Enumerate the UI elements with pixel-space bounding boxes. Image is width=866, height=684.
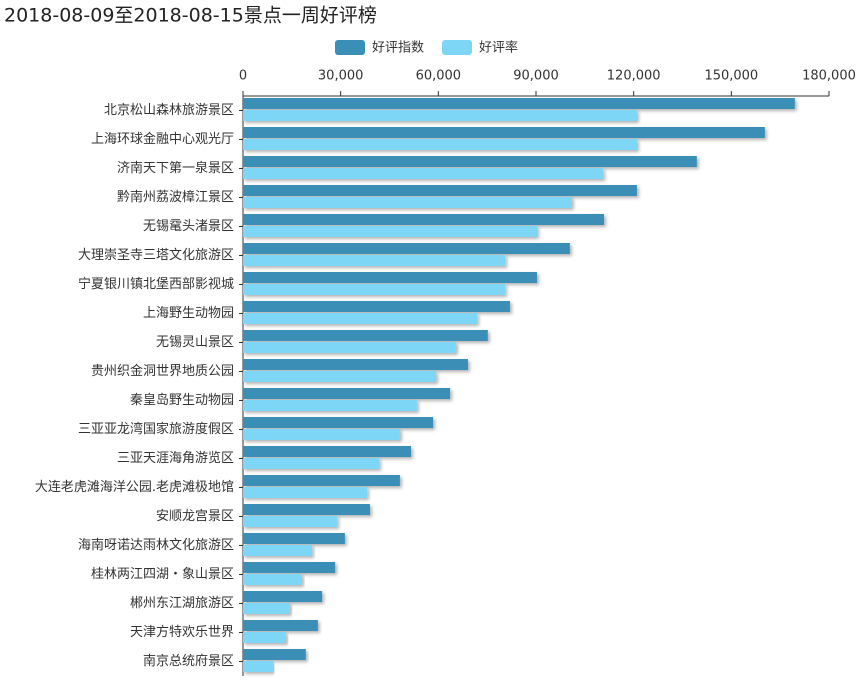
bar [243,214,605,225]
y-tick-label: 济南天下第一泉景区 [117,160,234,176]
y-tick-label: 桂林两江四湖・象山景区 [91,567,234,582]
bar [243,255,506,266]
bar [243,487,368,498]
x-tick-label: 30,000 [318,69,364,84]
bar [243,632,286,643]
y-tick-label: 郴州东江湖旅游区 [130,596,234,611]
bar [243,127,765,138]
y-tick-label: 贵州织金洞世界地质公园 [91,363,234,379]
bar [243,533,345,544]
y-tick-label: 上海环球金融中心观光厅 [91,131,234,147]
bar [243,359,468,370]
bar [243,371,437,382]
bar [243,168,604,179]
bar [243,620,318,631]
bar [243,603,290,614]
y-tick-label: 海南呀诺达雨林文化旅游区 [78,537,234,553]
bar [243,226,537,237]
x-tick-label: 150,000 [704,69,758,84]
bar [243,330,488,341]
bar [243,185,637,196]
x-tick-label: 120,000 [607,69,661,84]
y-tick-label: 三亚亚龙湾国家旅游度假区 [78,421,234,437]
bar [243,545,313,556]
bar [243,197,572,208]
bar [243,272,537,283]
y-tick-label: 北京松山森林旅游景区 [104,103,234,118]
bar [243,156,697,167]
bar [243,475,400,486]
y-tick-label: 黔南州荔波樟江景区 [117,189,234,205]
bar [243,446,411,457]
x-tick-label: 90,000 [513,69,559,84]
bar [243,400,417,411]
y-tick-label: 南京总统府景区 [143,653,234,669]
bar [243,417,434,428]
bar [243,562,336,573]
bar [243,504,370,515]
bar [243,110,637,121]
bar [243,98,795,109]
bar [243,516,338,527]
x-tick-label: 0 [239,69,247,84]
y-tick-label: 三亚天涯海角游览区 [117,450,234,466]
bar [243,458,380,469]
bar [243,284,506,295]
bar [243,301,510,312]
y-tick-label: 大连老虎滩海洋公园.老虎滩极地馆 [35,479,234,495]
y-tick-label: 无锡鼋头渚景区 [143,219,234,234]
x-tick-label: 180,000 [802,69,856,84]
bar [243,649,306,660]
bar [243,243,570,254]
chart-title: 2018-08-09至2018-08-15景点一周好评榜 [4,5,377,27]
y-tick-label: 安顺龙宫景区 [156,509,234,524]
bar [243,429,400,440]
bar [243,661,273,672]
x-tick-label: 60,000 [416,69,462,84]
y-tick-label: 上海野生动物园 [143,306,234,321]
bar [243,574,302,585]
bar [243,139,637,150]
legend-label: 好评率 [479,40,518,56]
y-tick-label: 大理崇圣寺三塔文化旅游区 [78,248,234,263]
y-tick-label: 秦皇岛野生动物园 [130,392,234,408]
y-tick-label: 无锡灵山景区 [156,335,234,350]
y-tick-label: 宁夏银川镇北堡西部影视城 [78,276,234,292]
bar [243,591,323,602]
legend-swatch [442,40,472,55]
y-tick-label: 天津方特欢乐世界 [130,624,234,640]
legend-label: 好评指数 [372,41,424,56]
bar [243,342,456,353]
bar [243,388,451,399]
legend-swatch [335,40,365,55]
bar [243,313,478,324]
